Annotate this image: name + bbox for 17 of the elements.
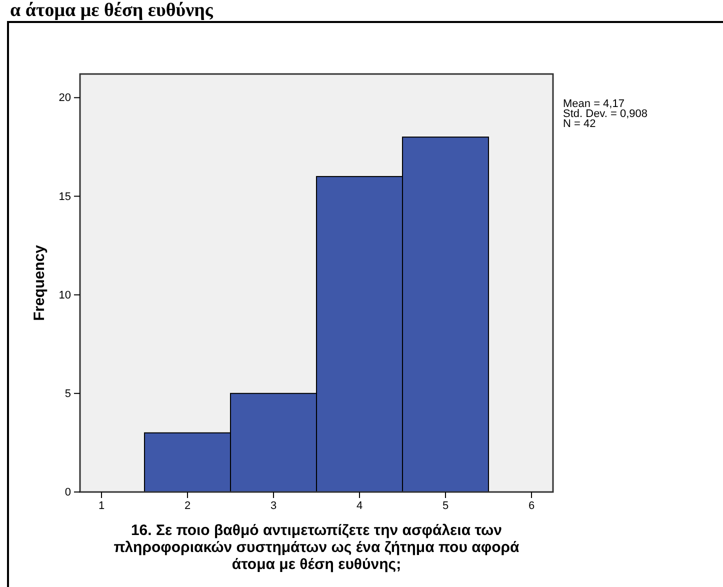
- x-tick-label: 4: [356, 500, 363, 512]
- chart-title: α άτομα με θέση ευθύνης: [10, 0, 214, 21]
- y-tick-label: 0: [64, 486, 71, 499]
- x-tick-label: 1: [98, 500, 105, 512]
- y-tick-label: 10: [58, 289, 71, 302]
- x-axis-title: 16. Σε ποιο βαθμό αντιμετωπίζετε την ασφάλεια των πληροφοριακών συστημάτων ως ένα ζήτημα που αφορά άτομα με θέση ευθύνης;: [114, 522, 520, 573]
- x-tick-label: 3: [270, 500, 277, 512]
- text: Mean = 4,17: [563, 98, 624, 110]
- text: Std. Dev. = 0,908: [563, 108, 648, 120]
- text: N = 42: [563, 118, 596, 130]
- x-tick-label: 6: [528, 500, 535, 512]
- x-tick-label: 5: [442, 500, 449, 512]
- x-tick-label: 2: [184, 500, 191, 512]
- y-axis-title: Frequency: [31, 244, 48, 321]
- y-tick-label: 15: [58, 190, 71, 203]
- y-tick-label: 5: [64, 388, 71, 400]
- y-tick-label: 20: [58, 92, 71, 104]
